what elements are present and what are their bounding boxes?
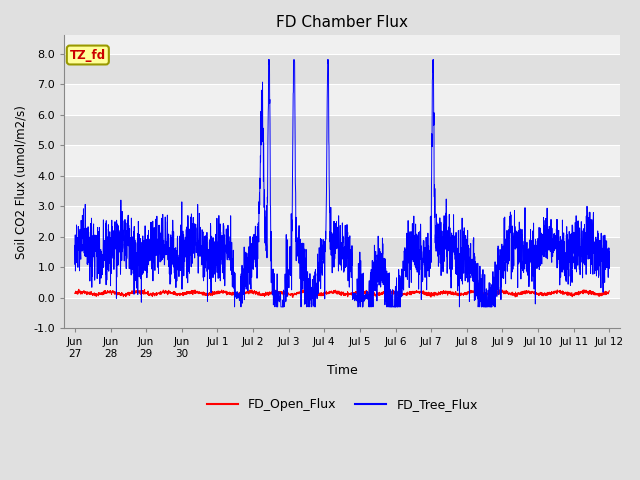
Bar [64, 115, 620, 145]
Bar [64, 176, 620, 206]
Bar [64, 267, 620, 298]
Bar [64, 54, 620, 84]
Bar [64, 84, 620, 115]
Y-axis label: Soil CO2 Flux (umol/m2/s): Soil CO2 Flux (umol/m2/s) [15, 105, 28, 259]
Bar [64, 237, 620, 267]
X-axis label: Time: Time [326, 364, 358, 377]
Title: FD Chamber Flux: FD Chamber Flux [276, 15, 408, 30]
Text: TZ_fd: TZ_fd [70, 48, 106, 61]
Bar [64, 206, 620, 237]
Legend: FD_Open_Flux, FD_Tree_Flux: FD_Open_Flux, FD_Tree_Flux [202, 393, 483, 416]
Bar [64, 298, 620, 328]
Bar [64, 145, 620, 176]
